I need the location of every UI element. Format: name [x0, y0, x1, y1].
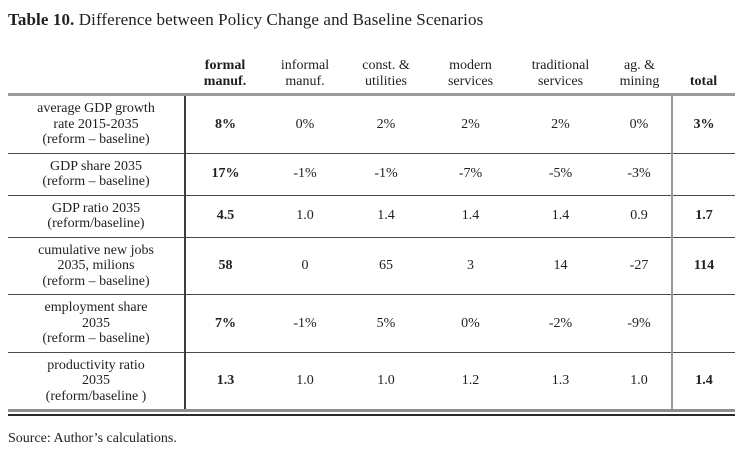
table-cell: 17% — [211, 166, 240, 182]
table-title-text: Difference between Policy Change and Bas… — [74, 10, 484, 29]
table-cell: 114 — [693, 258, 715, 273]
table-row-gdp-ratio: GDP ratio 2035 (reform/baseline) 4.5 1.0… — [8, 195, 735, 237]
table-cell: -1% — [374, 166, 398, 182]
header-row: formal manuf. informal manuf. const. & u… — [8, 53, 735, 96]
table-cell: 2% — [551, 116, 570, 132]
table-cell: -9% — [607, 294, 673, 352]
table-row-productivity-ratio: productivity ratio 2035 (reform/baseline… — [8, 352, 735, 409]
table-cell: 0% — [461, 315, 480, 331]
table-cell: 1.4 — [551, 208, 570, 224]
table-cell: 1.3 — [551, 373, 570, 388]
col-header-const-utilities: const. & utilities — [345, 53, 427, 96]
table-cell: 0.9 — [607, 195, 673, 237]
table-cell: 58 — [218, 258, 233, 273]
table-row-employment-share: employment share 2035 (reform – baseline… — [8, 294, 735, 353]
table-title: Table 10. Difference between Policy Chan… — [8, 10, 741, 30]
row-label: employment share 2035 (reform – baseline… — [8, 294, 186, 352]
table-bottom-double-rule — [8, 409, 735, 416]
table-cell: 1.0 — [377, 373, 395, 388]
table-cell: -7% — [458, 166, 483, 182]
table-cell: 0% — [295, 116, 315, 132]
table-cell: 0% — [607, 94, 673, 153]
row-label: average GDP growth rate 2015-2035 (refor… — [8, 94, 186, 153]
col-header-ag-mining: ag. & mining — [607, 53, 672, 96]
col-header-informal-manuf: informal manuf. — [265, 53, 345, 96]
table-cell: 1.4 — [695, 373, 713, 388]
col-header-total: total — [672, 53, 735, 96]
table-cell: 1.0 — [607, 352, 673, 409]
scenario-difference-table: formal manuf. informal manuf. const. & u… — [8, 53, 735, 409]
table-cell — [672, 295, 735, 353]
table-title-number: Table 10. — [8, 10, 75, 29]
row-label: cumulative new jobs 2035, milions (refor… — [8, 237, 186, 295]
table-cell: 2% — [461, 116, 480, 132]
table-cell: 2% — [376, 116, 396, 132]
table-cell: -1% — [293, 315, 317, 331]
table-cell: 8% — [215, 116, 236, 132]
table-cell: 4.5 — [216, 208, 235, 224]
table-cell: -27 — [607, 237, 673, 295]
col-header-modern-services: modern services — [427, 53, 514, 96]
table-cell: 1.4 — [377, 208, 395, 224]
source-note: Source: Author’s calculations. — [8, 431, 177, 446]
table-row-gdp-growth: average GDP growth rate 2015-2035 (refor… — [8, 94, 735, 153]
table-cell: 3 — [467, 258, 474, 273]
table-cell: 1.7 — [695, 208, 713, 224]
table-cell: 1.0 — [296, 373, 314, 388]
row-label: productivity ratio 2035 (reform/baseline… — [8, 352, 186, 409]
row-label: GDP share 2035 (reform – baseline) — [8, 153, 186, 195]
table-cell: 1.0 — [296, 208, 314, 224]
table-row-gdp-share: GDP share 2035 (reform – baseline) 17% -… — [8, 153, 735, 195]
col-header-formal-manuf: formal manuf. — [185, 53, 265, 96]
table-cell: 1.4 — [461, 208, 480, 224]
table-cell: 1.2 — [461, 373, 480, 388]
table-cell: 3% — [693, 116, 715, 132]
table-cell: 1.3 — [216, 373, 235, 388]
table-cell — [672, 153, 735, 195]
table-cell: -2% — [548, 315, 573, 331]
col-header-traditional-services: traditional services — [514, 53, 607, 96]
table-cell: -5% — [548, 166, 573, 182]
table-cell: 14 — [553, 258, 568, 273]
table-cell: -3% — [607, 153, 673, 195]
table-cell: 5% — [376, 315, 396, 331]
table-cell: 65 — [379, 258, 393, 273]
table-cell: 7% — [215, 315, 236, 331]
table-cell: 0 — [301, 258, 309, 273]
table-cell: -1% — [293, 166, 317, 182]
col-header-row-labels — [8, 53, 185, 96]
row-label: GDP ratio 2035 (reform/baseline) — [8, 195, 186, 237]
table-row-new-jobs: cumulative new jobs 2035, milions (refor… — [8, 237, 735, 295]
